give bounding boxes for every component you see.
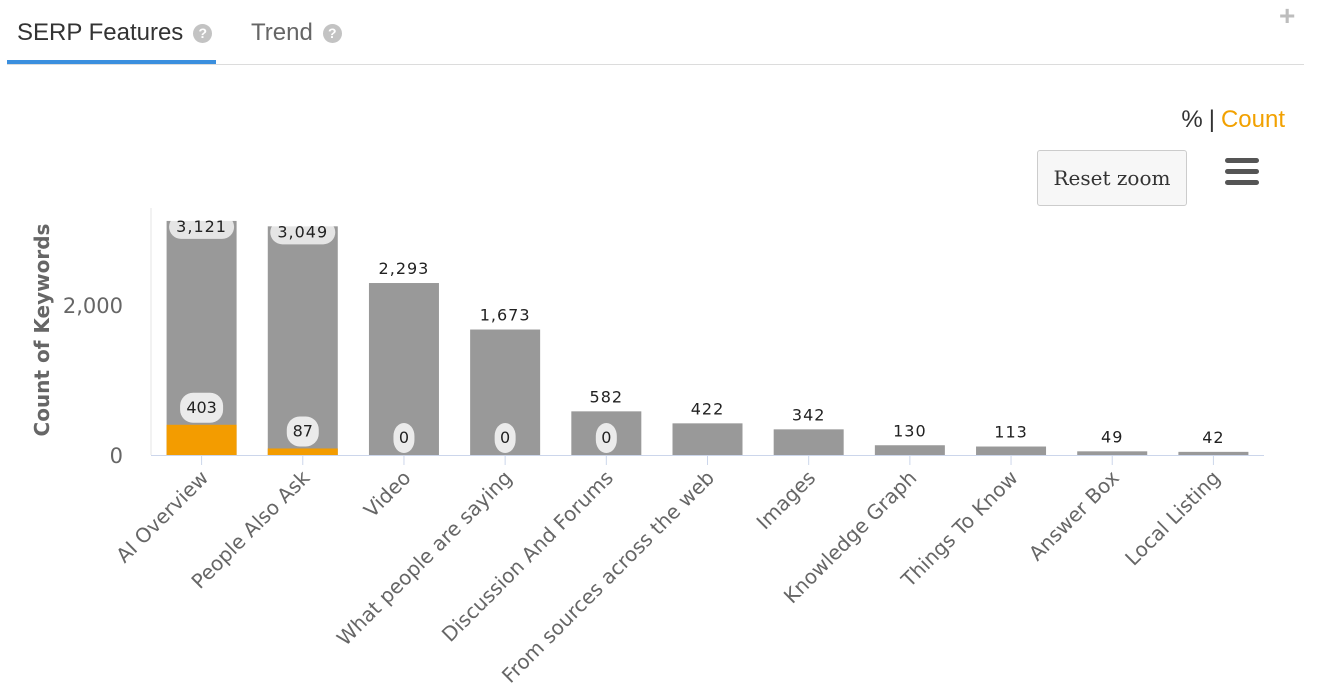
reset-zoom-button[interactable]: Reset zoom — [1037, 150, 1187, 206]
bar-total — [976, 446, 1047, 455]
value-label-total: 113 — [994, 423, 1028, 442]
bar-highlight — [166, 424, 237, 455]
tab-label: SERP Features — [17, 19, 184, 46]
active-tab-indicator — [7, 60, 216, 64]
value-label-highlight: 0 — [601, 428, 611, 447]
category-label: Local Listing — [1120, 466, 1225, 571]
value-label-bg — [169, 214, 235, 239]
bar-highlight — [267, 448, 338, 455]
value-label-bg — [494, 423, 516, 453]
value-label-total: 42 — [1202, 428, 1224, 447]
value-label-total: 49 — [1101, 427, 1123, 446]
bar-total — [874, 445, 945, 455]
percent-option[interactable]: % — [1181, 106, 1203, 133]
category-label: What people are saying — [332, 466, 517, 651]
tab-serp-features[interactable]: SERP Features ? — [17, 16, 213, 50]
category-label: Video — [359, 466, 416, 523]
toggle-separator: | — [1208, 106, 1215, 133]
value-label-highlight: 403 — [186, 398, 217, 417]
category-label: Images — [752, 466, 821, 535]
value-label-bg — [393, 423, 415, 453]
value-label-total: 1,673 — [480, 306, 531, 325]
tab-label: Trend — [251, 19, 313, 46]
bar-total — [1077, 451, 1148, 455]
category-label: AI Overview — [111, 466, 213, 568]
value-label-total: 342 — [792, 405, 826, 424]
category-label: Answer Box — [1024, 465, 1124, 565]
value-label-bg — [286, 416, 319, 447]
y-tick-label: 0 — [110, 444, 123, 468]
category-label: Discussion And Forums — [437, 466, 618, 647]
display-mode-toggle: % | Count — [1181, 106, 1285, 134]
y-axis-title: Count of Keywords — [30, 224, 54, 437]
value-label-bg — [270, 220, 336, 245]
help-icon[interactable]: ? — [193, 23, 213, 43]
value-label-highlight: 0 — [500, 428, 510, 447]
category-label: From sources across the web — [497, 466, 719, 687]
value-label-total: 3,121 — [176, 217, 227, 236]
hamburger-menu-icon[interactable] — [1225, 158, 1259, 186]
value-label-total: 422 — [691, 399, 725, 418]
tab-bar: SERP Features ? Trend ? — [7, 0, 1304, 65]
bar-total — [1178, 451, 1249, 455]
add-icon[interactable]: + — [1279, 0, 1296, 31]
help-icon[interactable]: ? — [322, 23, 342, 43]
value-label-total: 3,049 — [277, 222, 328, 241]
y-tick-label: 2,000 — [63, 294, 123, 318]
bar-total — [773, 429, 844, 455]
value-label-bg — [595, 423, 617, 453]
bar-total — [672, 423, 743, 455]
value-label-highlight: 87 — [293, 421, 313, 440]
value-label-highlight: 0 — [399, 428, 409, 447]
value-label-total: 582 — [590, 387, 624, 406]
value-label-bg — [180, 392, 224, 423]
value-label-total: 2,293 — [379, 259, 430, 278]
value-label-total: 130 — [893, 421, 927, 440]
tab-trend[interactable]: Trend ? — [251, 16, 342, 50]
count-option[interactable]: Count — [1220, 106, 1285, 133]
